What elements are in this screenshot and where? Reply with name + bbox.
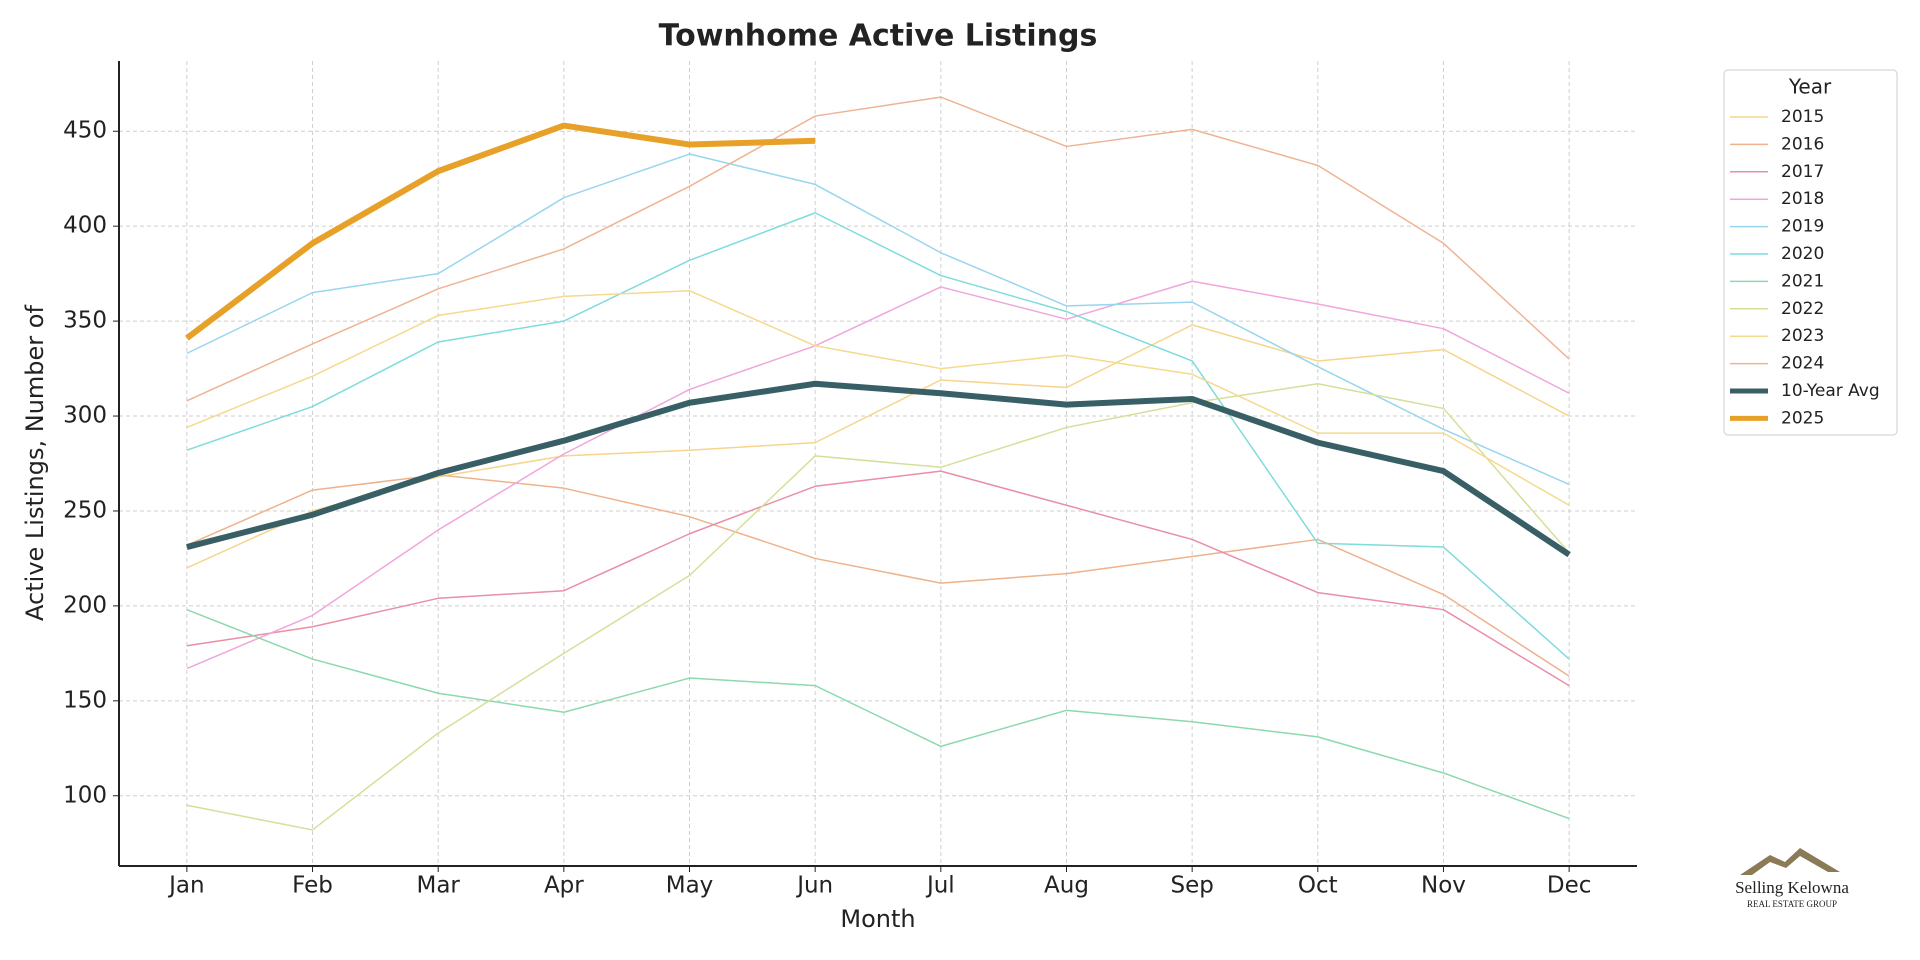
series-line xyxy=(186,289,1570,506)
series-line xyxy=(186,96,1570,402)
x-axis-label: Month xyxy=(840,905,915,933)
logo-tagline: REAL ESTATE GROUP xyxy=(1747,899,1837,909)
x-tick-label: Sep xyxy=(1170,873,1213,899)
series-line xyxy=(185,122,816,341)
x-tick-label: May xyxy=(666,873,714,899)
y-axis-label: Active Listings, Number of xyxy=(21,305,49,621)
x-tick-label: Dec xyxy=(1547,873,1592,899)
series-line xyxy=(186,212,1570,660)
series-line xyxy=(186,280,1570,670)
x-tick-label: Nov xyxy=(1421,873,1466,899)
legend-label: 2021 xyxy=(1781,271,1824,291)
y-tick-label: 400 xyxy=(63,213,107,239)
x-tick-label: Jun xyxy=(795,873,833,899)
legend-label: 2025 xyxy=(1781,408,1824,428)
series-line xyxy=(186,470,1570,687)
legend-title: Year xyxy=(1788,75,1832,99)
legend-box xyxy=(1723,69,1898,436)
y-tick-label: 100 xyxy=(63,782,107,808)
series-line xyxy=(186,324,1570,569)
legend-label: 2020 xyxy=(1781,244,1824,264)
legend-label: 2019 xyxy=(1781,217,1824,237)
legend-label: 2018 xyxy=(1781,189,1824,209)
legend-label: 2016 xyxy=(1781,134,1824,154)
y-tick-label: 200 xyxy=(63,592,107,618)
y-tick-label: 350 xyxy=(63,308,107,334)
logo-name: Selling Kelowna xyxy=(1735,878,1849,897)
x-tick-label: Feb xyxy=(292,873,333,899)
chart-title: Townhome Active Listings xyxy=(659,19,1098,54)
series-line xyxy=(186,383,1570,831)
logo: Selling Kelowna REAL ESTATE GROUP xyxy=(1735,848,1849,909)
y-tick-label: 150 xyxy=(63,687,107,713)
legend-label: 10-Year Avg xyxy=(1781,381,1880,401)
y-tick-label: 300 xyxy=(63,403,107,429)
y-tick-label: 450 xyxy=(63,118,107,144)
legend-label: 2024 xyxy=(1781,354,1824,374)
x-tick-label: Apr xyxy=(544,873,584,899)
legend-label: 2023 xyxy=(1781,326,1824,346)
y-tick-label: 250 xyxy=(63,497,107,523)
logo-roof xyxy=(1740,848,1840,875)
x-tick-label: Jan xyxy=(167,873,204,899)
legend-label: 2017 xyxy=(1781,162,1824,182)
x-tick-label: Oct xyxy=(1298,873,1338,899)
series-line xyxy=(186,474,1570,677)
legend-label: 2015 xyxy=(1781,107,1824,127)
legend-label: 2022 xyxy=(1781,299,1824,319)
series-line xyxy=(186,153,1570,486)
x-tick-label: Aug xyxy=(1044,873,1089,899)
series-line xyxy=(186,380,1571,558)
series-line xyxy=(186,608,1570,820)
x-tick-label: Mar xyxy=(416,873,460,899)
x-tick-label: Jul xyxy=(925,873,955,899)
